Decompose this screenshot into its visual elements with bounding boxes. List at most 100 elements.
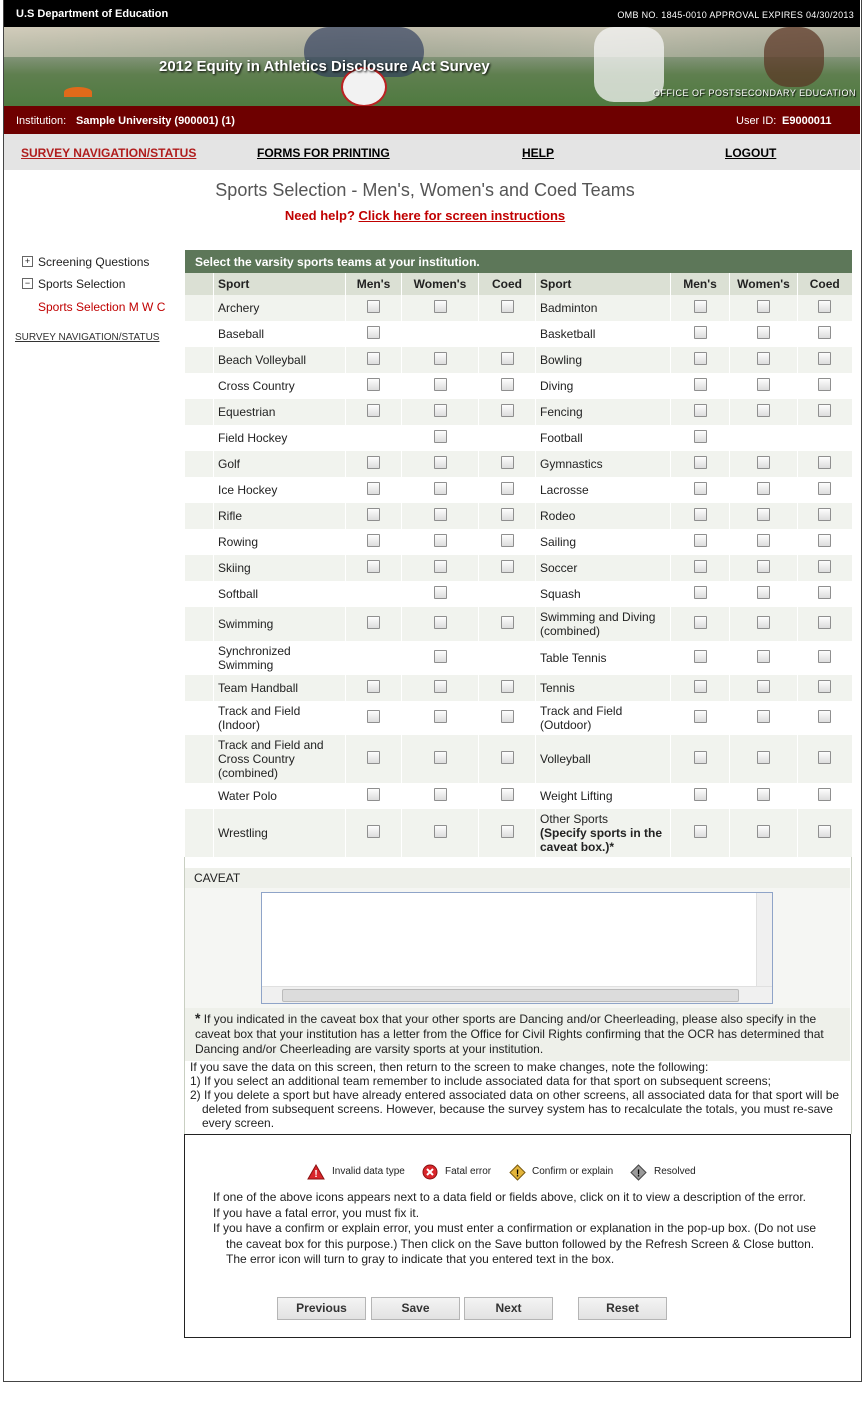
checkbox[interactable] — [433, 650, 447, 663]
reset-button[interactable]: Reset — [578, 1297, 667, 1320]
checkbox[interactable] — [693, 430, 707, 443]
checkbox[interactable] — [757, 378, 770, 391]
checkbox[interactable] — [433, 825, 447, 838]
collapse-icon[interactable]: − — [22, 278, 33, 289]
checkbox[interactable] — [693, 825, 707, 838]
previous-button[interactable]: Previous — [277, 1297, 366, 1320]
checkbox[interactable] — [693, 616, 707, 629]
checkbox[interactable] — [818, 352, 832, 365]
checkbox[interactable] — [500, 508, 514, 521]
checkbox[interactable] — [693, 326, 707, 339]
checkbox[interactable] — [818, 456, 832, 469]
checkbox[interactable] — [693, 482, 707, 495]
checkbox[interactable] — [500, 825, 514, 838]
checkbox[interactable] — [818, 300, 832, 313]
checkbox[interactable] — [818, 650, 832, 663]
checkbox[interactable] — [693, 300, 707, 313]
checkbox[interactable] — [433, 788, 447, 801]
checkbox[interactable] — [367, 300, 380, 313]
checkbox[interactable] — [757, 751, 770, 764]
checkbox[interactable] — [367, 456, 380, 469]
scroll-thumb[interactable] — [282, 989, 739, 1002]
checkbox[interactable] — [757, 482, 770, 495]
checkbox[interactable] — [818, 482, 832, 495]
checkbox[interactable] — [433, 586, 447, 599]
sidebar-subitem[interactable]: Sports Selection M W C — [38, 300, 166, 314]
checkbox[interactable] — [693, 508, 707, 521]
checkbox[interactable] — [818, 404, 832, 417]
sidebar-link[interactable]: SURVEY NAVIGATION/STATUS — [15, 332, 160, 343]
checkbox[interactable] — [500, 616, 514, 629]
checkbox[interactable] — [757, 710, 770, 723]
checkbox[interactable] — [757, 456, 770, 469]
checkbox[interactable] — [433, 560, 447, 573]
checkbox[interactable] — [757, 680, 770, 693]
checkbox[interactable] — [367, 508, 380, 521]
checkbox[interactable] — [500, 788, 514, 801]
checkbox[interactable] — [757, 825, 770, 838]
checkbox[interactable] — [433, 456, 447, 469]
checkbox[interactable] — [693, 352, 707, 365]
checkbox[interactable] — [757, 788, 770, 801]
checkbox[interactable] — [818, 825, 832, 838]
sidebar-item[interactable]: Sports Selection — [38, 277, 126, 291]
checkbox[interactable] — [757, 560, 770, 573]
checkbox[interactable] — [500, 751, 514, 764]
checkbox[interactable] — [757, 352, 770, 365]
checkbox[interactable] — [367, 616, 380, 629]
checkbox[interactable] — [693, 788, 707, 801]
checkbox[interactable] — [433, 680, 447, 693]
checkbox[interactable] — [500, 378, 514, 391]
checkbox[interactable] — [693, 378, 707, 391]
checkbox[interactable] — [500, 404, 514, 417]
checkbox[interactable] — [757, 616, 770, 629]
checkbox[interactable] — [757, 404, 770, 417]
checkbox[interactable] — [500, 710, 514, 723]
checkbox[interactable] — [500, 482, 514, 495]
checkbox[interactable] — [367, 326, 380, 339]
checkbox[interactable] — [818, 680, 832, 693]
checkbox[interactable] — [693, 586, 707, 599]
checkbox[interactable] — [818, 378, 832, 391]
checkbox[interactable] — [500, 680, 514, 693]
checkbox[interactable] — [433, 352, 447, 365]
checkbox[interactable] — [433, 534, 447, 547]
nav-link[interactable]: HELP — [522, 146, 555, 160]
checkbox[interactable] — [693, 650, 707, 663]
checkbox[interactable] — [818, 788, 832, 801]
save-button[interactable]: Save — [371, 1297, 460, 1320]
checkbox[interactable] — [367, 680, 380, 693]
nav-link[interactable]: FORMS FOR PRINTING — [257, 146, 390, 160]
checkbox[interactable] — [757, 326, 770, 339]
checkbox[interactable] — [367, 560, 380, 573]
checkbox[interactable] — [757, 586, 770, 599]
checkbox[interactable] — [818, 710, 832, 723]
checkbox[interactable] — [693, 710, 707, 723]
checkbox[interactable] — [818, 751, 832, 764]
checkbox[interactable] — [367, 751, 380, 764]
checkbox[interactable] — [367, 482, 380, 495]
checkbox[interactable] — [757, 508, 770, 521]
checkbox[interactable] — [367, 825, 380, 838]
checkbox[interactable] — [433, 616, 447, 629]
checkbox[interactable] — [433, 508, 447, 521]
checkbox[interactable] — [757, 534, 770, 547]
checkbox[interactable] — [818, 534, 832, 547]
checkbox[interactable] — [367, 404, 380, 417]
checkbox[interactable] — [693, 456, 707, 469]
caveat-textbox[interactable] — [261, 892, 773, 1004]
checkbox[interactable] — [500, 456, 514, 469]
checkbox[interactable] — [818, 616, 832, 629]
checkbox[interactable] — [757, 650, 770, 663]
checkbox[interactable] — [818, 560, 832, 573]
checkbox[interactable] — [433, 482, 447, 495]
checkbox[interactable] — [367, 378, 380, 391]
checkbox[interactable] — [500, 300, 514, 313]
checkbox[interactable] — [367, 788, 380, 801]
checkbox[interactable] — [693, 751, 707, 764]
checkbox[interactable] — [367, 534, 380, 547]
checkbox[interactable] — [367, 710, 380, 723]
checkbox[interactable] — [693, 680, 707, 693]
checkbox[interactable] — [367, 352, 380, 365]
checkbox[interactable] — [818, 586, 832, 599]
